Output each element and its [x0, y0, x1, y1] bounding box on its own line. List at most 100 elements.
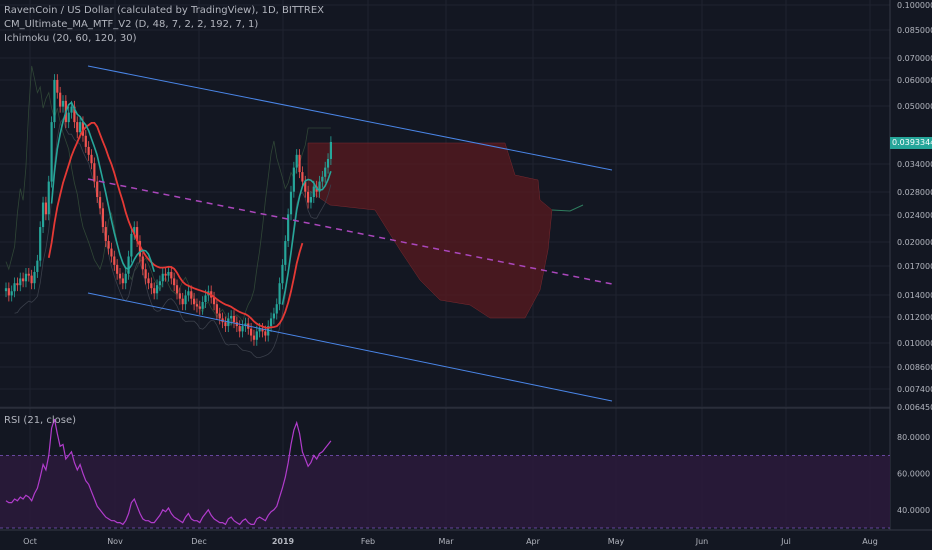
candle-body[interactable]	[107, 241, 110, 249]
trend-channel[interactable]	[87, 65, 613, 402]
channel-lower-line[interactable]	[87, 292, 613, 402]
price-axis[interactable]: 0.10000000 0.08500000 0.07000000 0.06000000…	[897, 1, 932, 412]
rsi-axis[interactable]: 80.0000 60.0000 40.0000	[897, 433, 930, 515]
candle-body[interactable]	[193, 298, 196, 305]
candle-body[interactable]	[292, 167, 295, 192]
candle-body[interactable]	[304, 181, 307, 192]
candle-body[interactable]	[272, 313, 275, 319]
candle-body[interactable]	[178, 293, 181, 299]
candle-body[interactable]	[267, 326, 270, 336]
candle-body[interactable]	[269, 318, 273, 327]
candle-body[interactable]	[22, 278, 25, 282]
candle-body[interactable]	[24, 273, 28, 282]
candle-body[interactable]	[98, 197, 102, 209]
candle-body[interactable]	[19, 278, 22, 286]
candle-body[interactable]	[118, 273, 122, 279]
candle-body[interactable]	[289, 191, 293, 215]
channel-midline[interactable]	[87, 178, 613, 285]
candle-body[interactable]	[181, 298, 184, 305]
candle-body[interactable]	[167, 271, 170, 276]
channel-upper-line[interactable]	[87, 65, 613, 171]
candle-body[interactable]	[173, 278, 176, 286]
candle-body[interactable]	[187, 291, 190, 296]
candle-body[interactable]	[141, 256, 144, 270]
candle-body[interactable]	[329, 141, 332, 159]
candle-body[interactable]	[153, 288, 156, 294]
candle-body[interactable]	[10, 291, 13, 296]
candle-body[interactable]	[175, 285, 179, 294]
candle-body[interactable]	[133, 227, 136, 234]
candle-body[interactable]	[79, 122, 82, 133]
candle-body[interactable]	[84, 135, 87, 147]
candle-body[interactable]	[110, 248, 113, 257]
candle-body[interactable]	[326, 158, 330, 168]
candle-body[interactable]	[70, 106, 73, 113]
candle-body[interactable]	[59, 92, 62, 107]
candle-body[interactable]	[113, 256, 116, 265]
candle-body[interactable]	[150, 283, 153, 289]
candle-body[interactable]	[47, 181, 50, 215]
candle-body[interactable]	[301, 172, 304, 182]
rsi-line[interactable]	[5, 418, 332, 526]
candle-body[interactable]	[39, 227, 42, 261]
candle-body[interactable]	[36, 260, 39, 272]
candle-body[interactable]	[93, 163, 96, 182]
candle-body[interactable]	[255, 331, 258, 340]
candle-body[interactable]	[7, 288, 10, 296]
candle-body[interactable]	[136, 227, 139, 242]
candle-body[interactable]	[121, 278, 124, 284]
candle-body[interactable]	[50, 122, 53, 182]
candle-body[interactable]	[90, 154, 93, 164]
candle-body[interactable]	[96, 181, 99, 198]
candle-body[interactable]	[281, 264, 284, 284]
candle-body[interactable]	[81, 122, 85, 136]
candle-body[interactable]	[73, 106, 76, 123]
candle-body[interactable]	[4, 288, 8, 292]
candle-body[interactable]	[87, 146, 90, 155]
rsi-pane[interactable]	[0, 418, 890, 529]
candle-body[interactable]	[275, 304, 278, 314]
candle-body[interactable]	[321, 176, 324, 182]
candle-body[interactable]	[309, 197, 313, 203]
candle-body[interactable]	[287, 214, 290, 242]
candle-body[interactable]	[33, 271, 36, 284]
candle-body[interactable]	[230, 315, 233, 319]
candle-body[interactable]	[252, 335, 256, 340]
time-axis[interactable]: Oct Nov Dec 2019 Feb Mar Apr May Jun Jul Aug	[23, 537, 878, 546]
candle-body[interactable]	[284, 241, 287, 265]
candle-body[interactable]	[201, 301, 204, 309]
candle-body[interactable]	[27, 273, 30, 276]
candle-body[interactable]	[124, 273, 127, 284]
indicator-ichimoku-label[interactable]: Ichimoku (20, 60, 120, 30)	[4, 33, 137, 44]
candle-body[interactable]	[130, 233, 133, 257]
candle-body[interactable]	[147, 278, 150, 284]
candle-body[interactable]	[278, 283, 281, 305]
candle-body[interactable]	[53, 79, 56, 123]
candle-body[interactable]	[218, 313, 221, 319]
candle-body[interactable]	[76, 122, 79, 133]
candle-body[interactable]	[224, 322, 227, 327]
candle-body[interactable]	[312, 186, 315, 198]
candle-body[interactable]	[56, 79, 59, 93]
candle-body[interactable]	[212, 297, 216, 305]
candle-body[interactable]	[170, 271, 173, 279]
candle-body[interactable]	[44, 202, 47, 215]
candle-body[interactable]	[307, 191, 310, 203]
candle-body[interactable]	[198, 306, 201, 309]
candle-body[interactable]	[295, 154, 298, 168]
candle-body[interactable]	[264, 331, 267, 336]
candle-body[interactable]	[204, 295, 207, 302]
candle-body[interactable]	[324, 167, 327, 177]
candle-body[interactable]	[318, 181, 321, 192]
candle-body[interactable]	[232, 315, 236, 323]
rsi-label[interactable]: RSI (21, close)	[4, 415, 77, 426]
candle-body[interactable]	[155, 285, 159, 294]
candle-body[interactable]	[116, 264, 119, 274]
candle-body[interactable]	[250, 328, 253, 336]
candle-body[interactable]	[61, 100, 65, 107]
candle-body[interactable]	[261, 328, 264, 332]
candle-body[interactable]	[138, 241, 142, 257]
candle-body[interactable]	[244, 323, 247, 327]
candle-body[interactable]	[158, 281, 161, 286]
